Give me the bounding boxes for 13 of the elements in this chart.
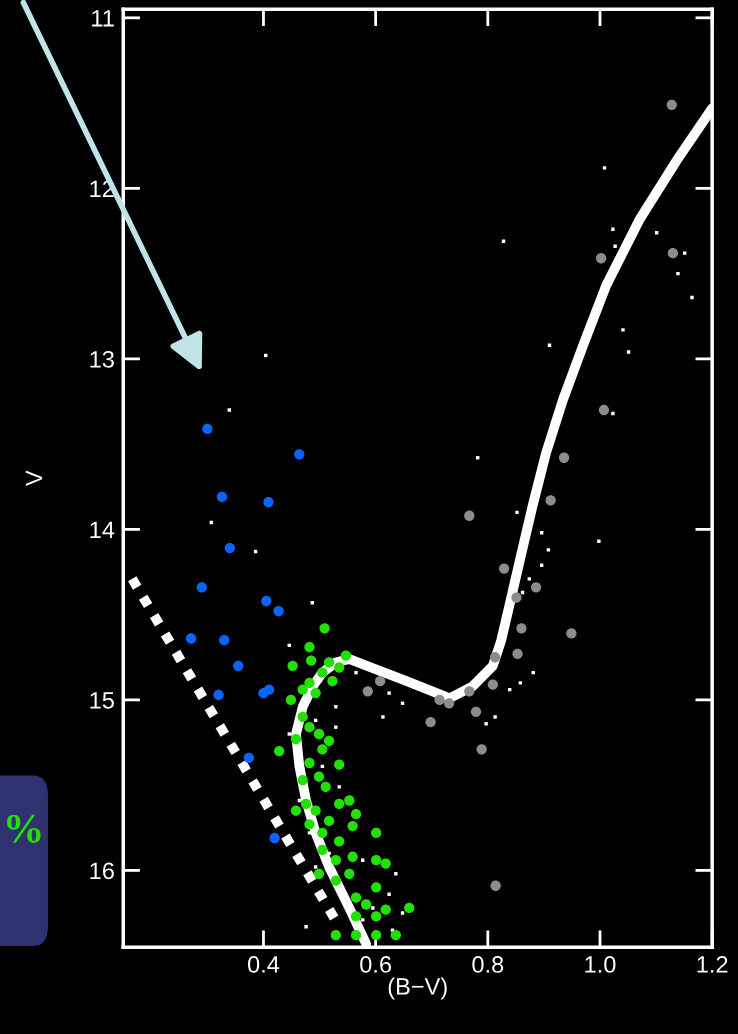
x-tick-label: 0.6 bbox=[360, 956, 392, 973]
x-axis-title: (B−V) bbox=[388, 977, 447, 1000]
y-tick-label: 11 bbox=[92, 10, 114, 27]
y-tick-label: 16 bbox=[90, 862, 114, 880]
x-tick-label: 1.2 bbox=[697, 956, 728, 973]
text: % bbox=[7, 814, 41, 843]
y-tick-label: 13 bbox=[90, 350, 114, 368]
y-axis-title: V bbox=[25, 470, 43, 486]
y-tick-label: 14 bbox=[90, 521, 115, 538]
x-tick-label: 0.8 bbox=[472, 956, 504, 973]
y-tick-label: 15 bbox=[90, 692, 114, 709]
x-tick-label: 1.0 bbox=[585, 956, 616, 973]
x-tick-label: 0.4 bbox=[247, 956, 280, 973]
